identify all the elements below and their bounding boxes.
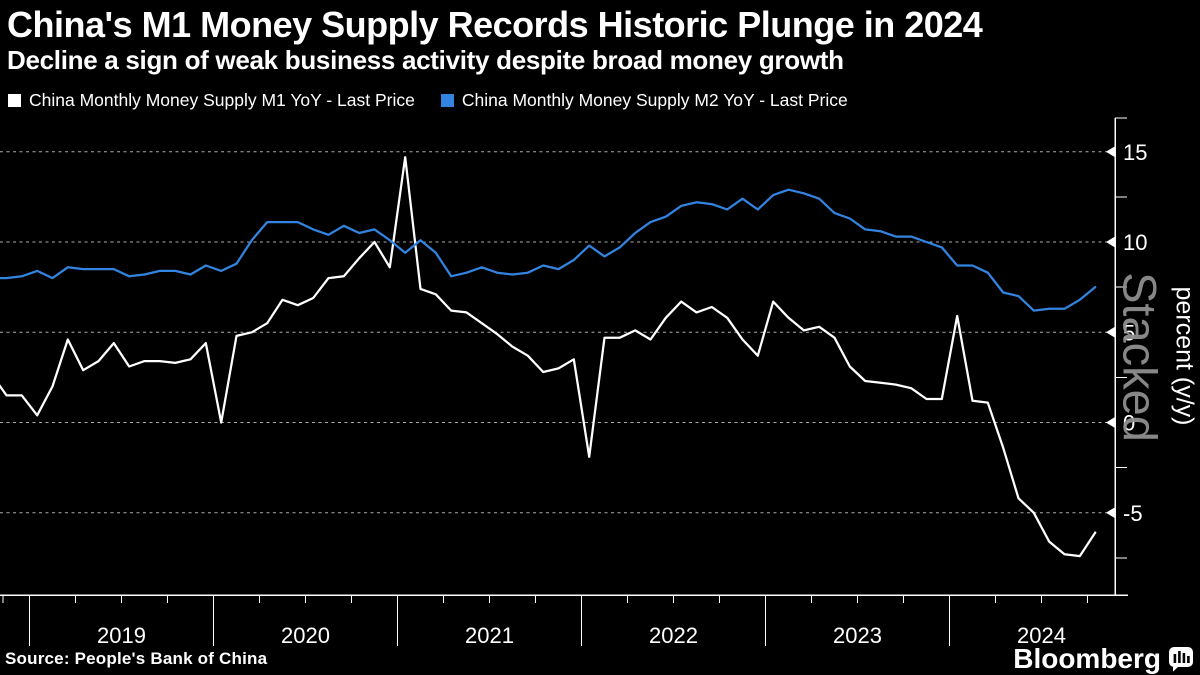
stacked-watermark: Stacked	[1114, 272, 1167, 442]
x-year-label: 2020	[281, 623, 330, 648]
chart-subtitle: Decline a sign of weak business activity…	[7, 45, 844, 75]
m1-series-swatch-icon	[8, 94, 21, 107]
y-tick-arrow-icon	[1106, 326, 1115, 338]
chart-legend: China Monthly Money Supply M1 YoY - Last…	[8, 90, 848, 111]
y-tick-arrow-icon	[1106, 146, 1115, 158]
x-year-label: 2024	[1017, 623, 1066, 648]
y-tick-arrow-icon	[1106, 417, 1115, 428]
x-year-label: 2019	[97, 623, 146, 648]
bloomberg-logo: Bloomberg	[1013, 643, 1194, 675]
y-axis-title: percent (y/y)	[1170, 287, 1198, 426]
source-note: Source: People's Bank of China	[5, 649, 268, 668]
y-tick-label: -5	[1123, 501, 1143, 526]
y-tick-label: 5	[1123, 320, 1135, 345]
m2-series-swatch-icon	[440, 94, 454, 107]
x-year-label: 2022	[649, 623, 698, 648]
legend-label-m2: China Monthly Money Supply M2 YoY - Last…	[461, 90, 848, 110]
y-tick-label: 10	[1123, 230, 1147, 255]
y-tick-label: 0	[1123, 411, 1135, 436]
series-line-m1	[0, 156, 1097, 558]
legend-label-m1: China Monthly Money Supply M1 YoY - Last…	[29, 90, 415, 110]
x-year-label: 2021	[465, 623, 514, 648]
bloomberg-terminal-icon	[1169, 647, 1193, 672]
legend-item-m1: China Monthly Money Supply M1 YoY - Last…	[8, 90, 415, 111]
y-tick-arrow-icon	[1106, 507, 1115, 519]
y-tick-label: 15	[1123, 140, 1147, 165]
series-line-m2	[0, 188, 1097, 312]
y-tick-arrow-icon	[1106, 236, 1115, 248]
chart-title: China's M1 Money Supply Records Historic…	[7, 4, 983, 45]
legend-item-m2: China Monthly Money Supply M2 YoY - Last…	[440, 90, 848, 111]
x-year-label: 2023	[833, 623, 882, 648]
bloomberg-wordmark: Bloomberg	[1013, 643, 1161, 674]
